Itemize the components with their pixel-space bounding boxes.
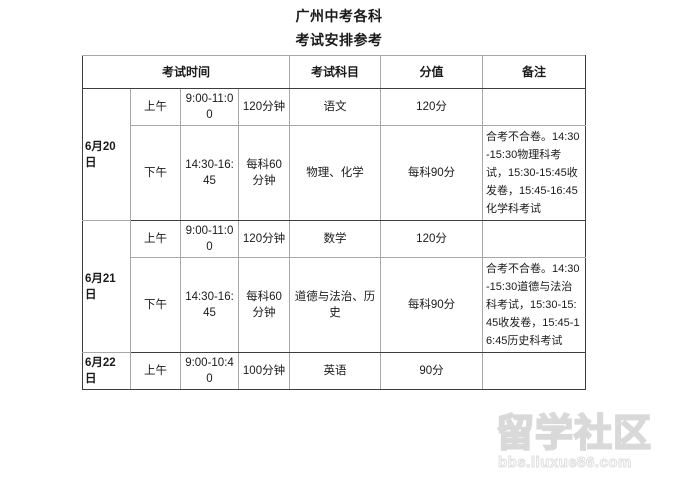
- cell-subject: 物理、化学: [289, 125, 382, 221]
- table-row: 6月20日 上午 9:00-11:00 120分钟 语文 120分: [82, 88, 587, 221]
- cell-time: 9:00-11:00: [180, 220, 239, 258]
- cell-period: 上午: [130, 220, 181, 258]
- cell-time: 14:30-16:45: [180, 257, 239, 353]
- exam-schedule-table: 考试时间 考试科目 分值 备注 6月20日 上午 9:00-11:00 120分…: [81, 55, 587, 390]
- table-row: 下午 14:30-16:45 每科60分钟 物理、化学 每科90分 合考不合卷。…: [83, 125, 587, 221]
- cell-date: 6月20日: [82, 88, 131, 221]
- cell-subject: 语文: [289, 88, 382, 126]
- title-line-1: 广州中考各科: [295, 8, 383, 24]
- cell-score: 每科90分: [380, 257, 484, 353]
- cell-remark: 合考不合卷。14:30-15:30物理科考试，15:30-15:45收发卷，15…: [482, 125, 587, 221]
- cell-remark: [482, 220, 587, 258]
- cell-score: 120分: [380, 220, 484, 258]
- cell-duration: 120分钟: [237, 220, 291, 258]
- cell-score: 每科90分: [380, 125, 484, 221]
- cell-time: 14:30-16:45: [180, 125, 239, 221]
- cell-duration: 每科60分钟: [237, 257, 291, 353]
- title-line-2: 考试安排参考: [295, 32, 383, 48]
- table-row: 6月21日 上午 9:00-11:00 120分钟 数学 120分: [82, 220, 587, 353]
- cell-subject: 数学: [289, 220, 382, 258]
- cell-remark: [482, 352, 587, 390]
- cell-remark: [482, 88, 587, 126]
- cell-period: 下午: [130, 125, 181, 221]
- header-exam-time: 考试时间: [81, 55, 291, 89]
- cell-date: 6月21日: [82, 220, 131, 353]
- cell-time: 9:00-10:40: [180, 352, 239, 390]
- watermark-main-text: 留学社区: [495, 412, 653, 456]
- cell-subject: 道德与法治、历史: [289, 257, 382, 353]
- table-row: 下午 14:30-16:45 每科60分钟 道德与法治、历史 每科90分 合考不…: [83, 257, 587, 353]
- cell-remark: 合考不合卷。14:30-15:30道德与法治科考试，15:30-15:45收发卷…: [482, 257, 587, 353]
- cell-duration: 100分钟: [237, 352, 291, 390]
- table-row: 6月22日 上午 9:00-10:40 100分钟 英语 90分: [82, 352, 587, 390]
- header-score: 分值: [380, 55, 484, 89]
- cell-period: 上午: [130, 352, 181, 390]
- site-watermark: 留学社区 bbs.liuxue86.com: [490, 412, 672, 476]
- cell-period: 上午: [130, 88, 181, 126]
- cell-date: 6月22日: [82, 352, 131, 390]
- cell-duration: 每科60分钟: [237, 125, 291, 221]
- cell-time: 9:00-11:00: [180, 88, 239, 126]
- header-exam-subject: 考试科目: [289, 55, 382, 89]
- table-header-row: 考试时间 考试科目 分值 备注: [81, 55, 587, 89]
- header-remark: 备注: [482, 55, 587, 89]
- cell-subject: 英语: [289, 352, 382, 390]
- cell-period: 下午: [130, 257, 181, 353]
- cell-score: 120分: [380, 88, 484, 126]
- watermark-url-text: bbs.liuxue86.com: [498, 454, 632, 472]
- cell-duration: 120分钟: [237, 88, 291, 126]
- cell-score: 90分: [380, 352, 484, 390]
- document-title: 广州中考各科 考试安排参考: [0, 4, 678, 52]
